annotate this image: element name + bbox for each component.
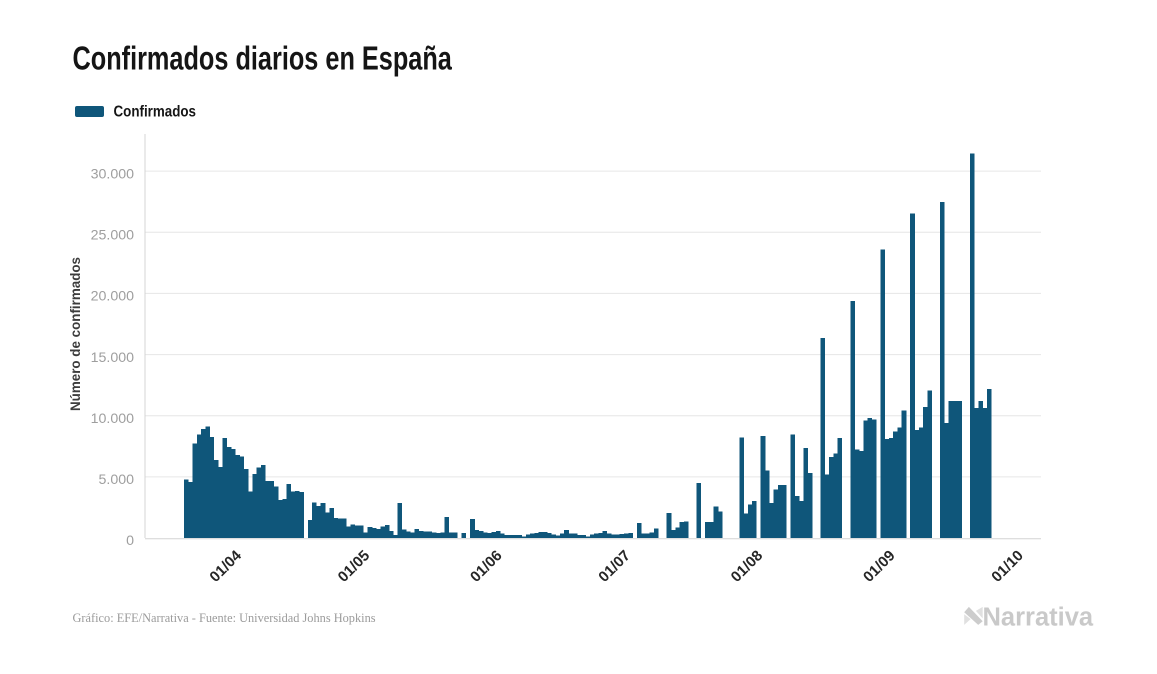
- svg-text:10.000: 10.000: [91, 411, 135, 427]
- svg-text:Número de confirmados: Número de confirmados: [68, 257, 83, 411]
- svg-text:0: 0: [126, 533, 134, 549]
- svg-text:5.000: 5.000: [98, 472, 134, 488]
- svg-text:Confirmados: Confirmados: [114, 104, 197, 121]
- svg-text:Narrativa: Narrativa: [983, 604, 1094, 632]
- svg-text:Gráfico: EFE/Narrativa - Fuent: Gráfico: EFE/Narrativa - Fuente: Univers…: [73, 611, 376, 625]
- svg-text:Confirmados diarios en España: Confirmados diarios en España: [73, 40, 453, 77]
- svg-text:15.000: 15.000: [91, 350, 135, 366]
- svg-text:20.000: 20.000: [91, 289, 135, 305]
- svg-text:25.000: 25.000: [91, 228, 135, 244]
- svg-text:30.000: 30.000: [91, 166, 135, 182]
